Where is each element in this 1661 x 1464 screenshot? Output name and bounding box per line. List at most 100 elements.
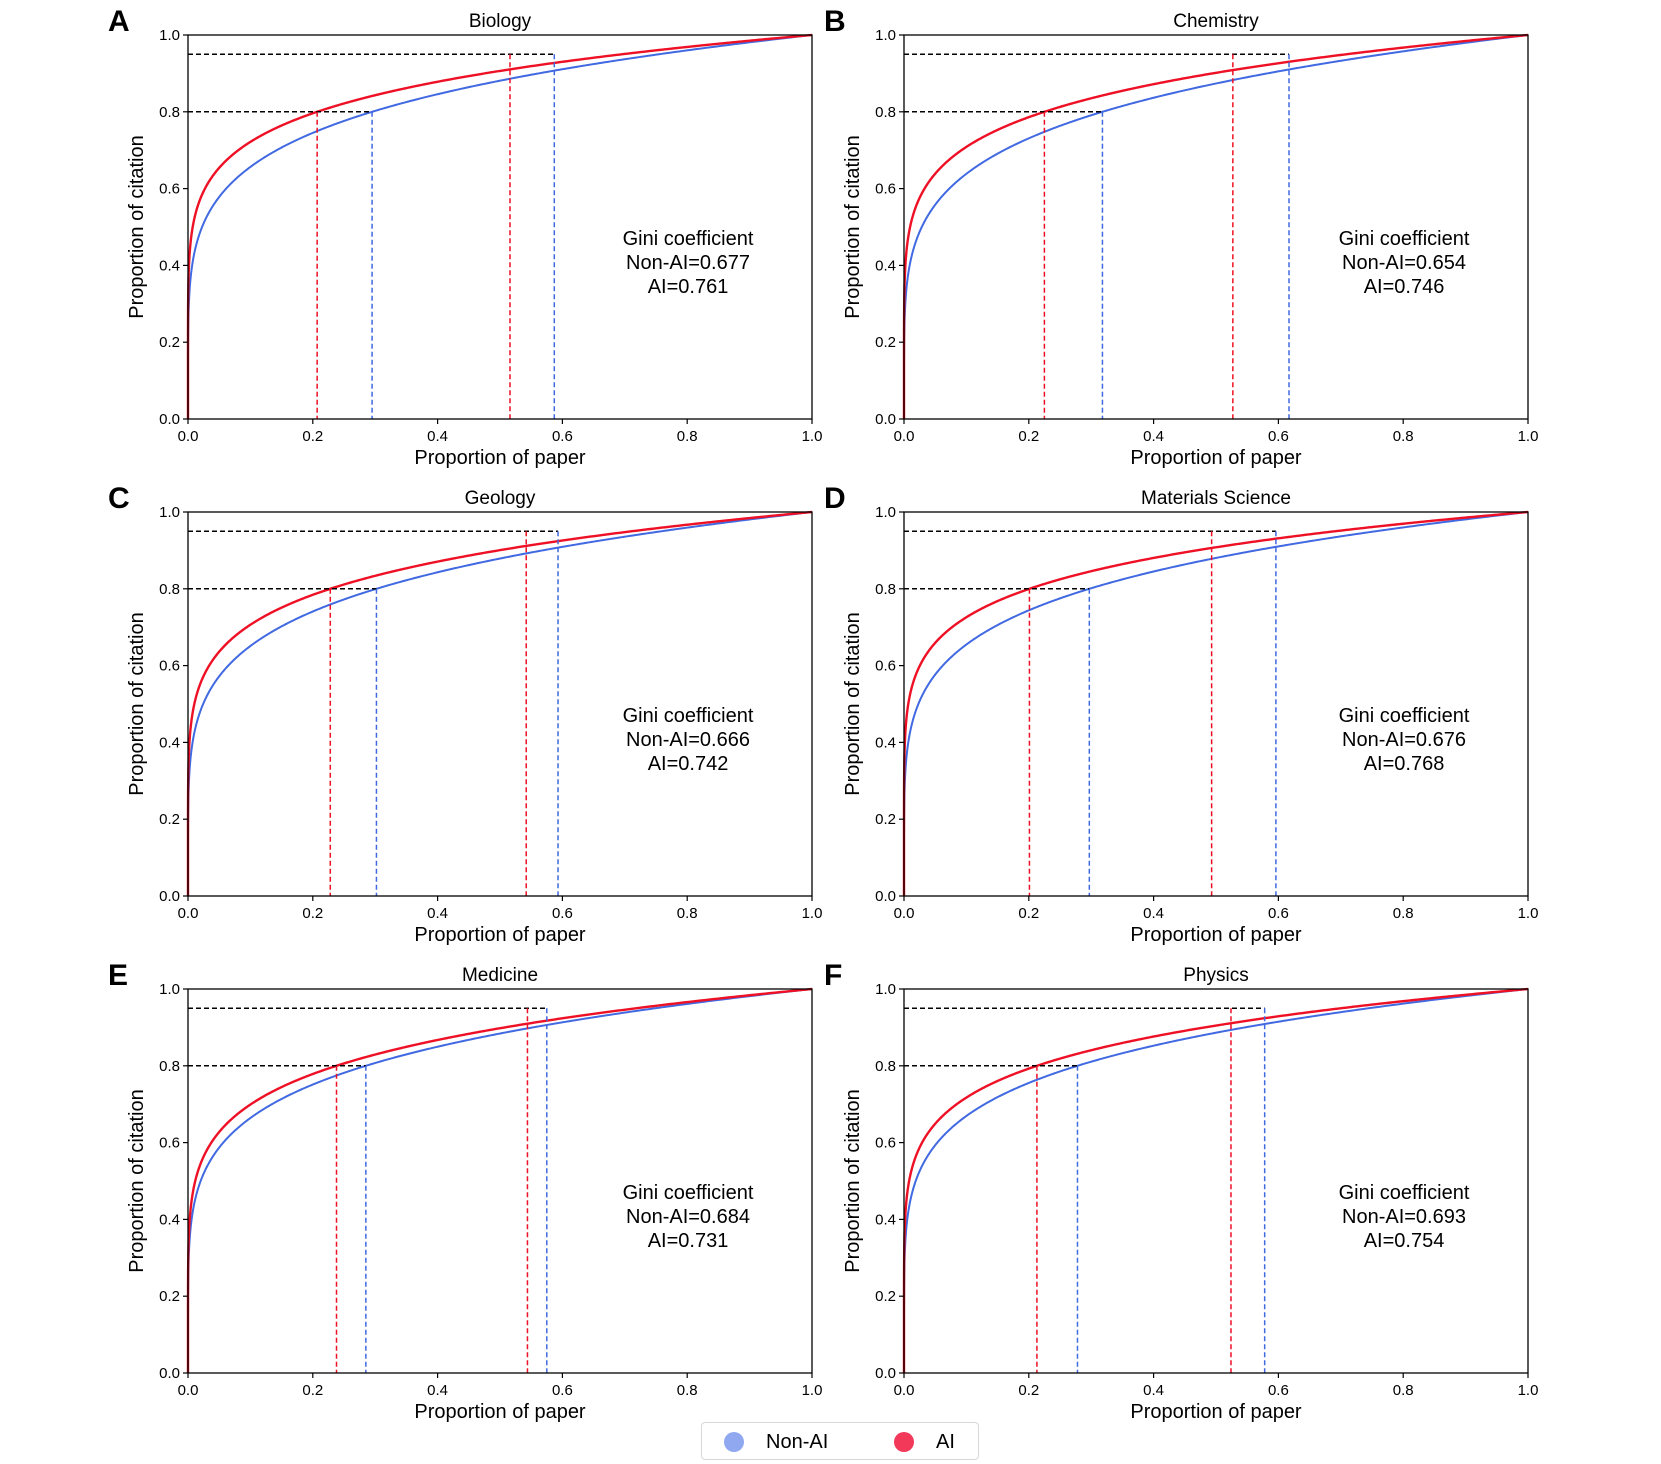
series-line-ai xyxy=(902,510,1529,896)
gini-label: Gini coefficient xyxy=(1339,228,1470,250)
x-tick-label: 0.6 xyxy=(1268,1382,1289,1399)
y-axis-label: Proportion of citation xyxy=(126,135,148,318)
panel-b: B Chemistry 0.0 0.2 0.4 0.6 0.8 1.0 0.0 0.2 0.4 0.6… xyxy=(824,5,1538,469)
series-line-non-ai xyxy=(903,988,1529,1373)
x-tick-label: 0.4 xyxy=(427,1382,448,1399)
gini-non-ai-value: Non-AI=0.684 xyxy=(626,1206,750,1228)
gini-non-ai-value: Non-AI=0.676 xyxy=(1342,729,1466,751)
y-tick-label: 0.0 xyxy=(875,411,896,428)
chart-title: Chemistry xyxy=(1173,11,1259,32)
x-axis-label: Proportion of paper xyxy=(414,447,586,469)
x-axis-label: Proportion of paper xyxy=(414,924,586,946)
y-tick-label: 0.2 xyxy=(875,1288,896,1305)
x-tick-label: 0.8 xyxy=(1393,1382,1414,1399)
y-axis-label: Proportion of citation xyxy=(842,612,864,795)
legend-item-ai: AI xyxy=(894,1423,955,1461)
series-line-ai xyxy=(186,510,813,896)
y-tick-label: 0.2 xyxy=(159,1288,180,1305)
legend-item-non-ai: Non-AI xyxy=(724,1423,828,1461)
x-tick-label: 0.0 xyxy=(178,1382,199,1399)
x-tick-label: 0.4 xyxy=(1143,905,1164,922)
panel-c: C Geology 0.0 0.2 0.4 0.6 0.8 1.0 0.0 0.2 0.4 0.6 0.… xyxy=(108,482,822,946)
gini-ai-value: AI=0.742 xyxy=(648,753,729,775)
x-tick-label: 1.0 xyxy=(802,428,823,445)
series-line-non-ai xyxy=(903,34,1529,419)
panel-f: F Physics 0.0 0.2 0.4 0.6 0.8 1.0 0.0 0.2 0.4 0.6 0.… xyxy=(824,959,1538,1423)
x-tick-label: 0.0 xyxy=(178,905,199,922)
gini-ai-value: AI=0.768 xyxy=(1364,753,1445,775)
y-axis-label: Proportion of citation xyxy=(126,1089,148,1272)
x-tick-label: 0.8 xyxy=(677,1382,698,1399)
y-tick-label: 0.0 xyxy=(875,888,896,905)
chart-title: Materials Science xyxy=(1141,488,1291,509)
chart-title: Geology xyxy=(465,488,536,509)
series-line-non-ai xyxy=(187,988,813,1373)
series-line-non-ai xyxy=(187,511,813,896)
panel-e: E Medicine 0.0 0.2 0.4 0.6 0.8 1.0 0.0 0.2 0.4 0.6 0… xyxy=(108,959,822,1423)
x-tick-label: 0.2 xyxy=(302,905,323,922)
y-tick-label: 0.0 xyxy=(159,1365,180,1382)
x-tick-label: 0.8 xyxy=(1393,428,1414,445)
x-tick-label: 0.0 xyxy=(894,1382,915,1399)
gini-label: Gini coefficient xyxy=(623,705,754,727)
series-line-ai xyxy=(186,987,813,1373)
x-tick-label: 0.8 xyxy=(677,428,698,445)
x-tick-label: 1.0 xyxy=(802,905,823,922)
gini-non-ai-value: Non-AI=0.677 xyxy=(626,252,750,274)
panel-letter: A xyxy=(108,5,130,38)
y-tick-label: 0.8 xyxy=(875,1058,896,1075)
x-tick-label: 0.6 xyxy=(552,428,573,445)
series-line-ai xyxy=(902,987,1529,1373)
gini-label: Gini coefficient xyxy=(1339,705,1470,727)
panel-letter: B xyxy=(824,5,846,38)
x-tick-label: 0.6 xyxy=(1268,428,1289,445)
gini-non-ai-value: Non-AI=0.693 xyxy=(1342,1206,1466,1228)
gini-label: Gini coefficient xyxy=(1339,1182,1470,1204)
y-tick-label: 0.0 xyxy=(875,1365,896,1382)
y-tick-label: 0.6 xyxy=(875,1135,896,1152)
plot-frame xyxy=(187,34,813,420)
y-tick-label: 1.0 xyxy=(875,504,896,521)
x-tick-label: 1.0 xyxy=(1518,428,1539,445)
y-tick-label: 0.2 xyxy=(875,811,896,828)
panel-letter: C xyxy=(108,482,130,515)
x-tick-label: 0.2 xyxy=(1018,905,1039,922)
x-tick-label: 0.4 xyxy=(427,428,448,445)
x-axis-label: Proportion of paper xyxy=(1130,924,1302,946)
y-tick-label: 0.4 xyxy=(159,734,180,751)
legend-marker-non-ai xyxy=(724,1432,744,1452)
y-tick-label: 0.2 xyxy=(159,811,180,828)
y-tick-label: 1.0 xyxy=(875,27,896,44)
x-tick-label: 1.0 xyxy=(802,1382,823,1399)
x-tick-label: 0.6 xyxy=(552,905,573,922)
y-tick-label: 0.8 xyxy=(159,1058,180,1075)
x-tick-label: 0.2 xyxy=(302,1382,323,1399)
y-tick-label: 1.0 xyxy=(159,981,180,998)
x-tick-label: 0.6 xyxy=(1268,905,1289,922)
y-tick-label: 0.8 xyxy=(875,104,896,121)
x-axis-label: Proportion of paper xyxy=(414,1401,586,1423)
y-axis-label: Proportion of citation xyxy=(842,1089,864,1272)
gini-label: Gini coefficient xyxy=(623,1182,754,1204)
gini-ai-value: AI=0.761 xyxy=(648,276,729,298)
x-tick-label: 0.0 xyxy=(894,905,915,922)
plot-frame xyxy=(903,988,1529,1374)
chart-title: Medicine xyxy=(462,965,538,986)
y-tick-label: 0.4 xyxy=(875,257,896,274)
y-tick-label: 0.6 xyxy=(875,181,896,198)
chart-title: Biology xyxy=(469,11,532,32)
panel-d: D Materials Science 0.0 0.2 0.4 0.6 0.8 1.0 0.0 0… xyxy=(824,482,1538,946)
y-tick-label: 1.0 xyxy=(875,981,896,998)
plot-frame xyxy=(903,34,1529,420)
y-tick-label: 1.0 xyxy=(159,504,180,521)
x-tick-label: 1.0 xyxy=(1518,905,1539,922)
y-axis-label: Proportion of citation xyxy=(842,135,864,318)
y-tick-label: 0.6 xyxy=(875,658,896,675)
y-tick-label: 1.0 xyxy=(159,27,180,44)
gini-non-ai-value: Non-AI=0.666 xyxy=(626,729,750,751)
y-tick-label: 0.6 xyxy=(159,658,180,675)
panel-a: A Biology 0.0 0.2 0.4 0.6 0.8 1.0 0.0 0.2 0.4 0.6 0.… xyxy=(108,5,822,469)
y-tick-label: 0.4 xyxy=(159,1211,180,1228)
gini-non-ai-value: Non-AI=0.654 xyxy=(1342,252,1466,274)
